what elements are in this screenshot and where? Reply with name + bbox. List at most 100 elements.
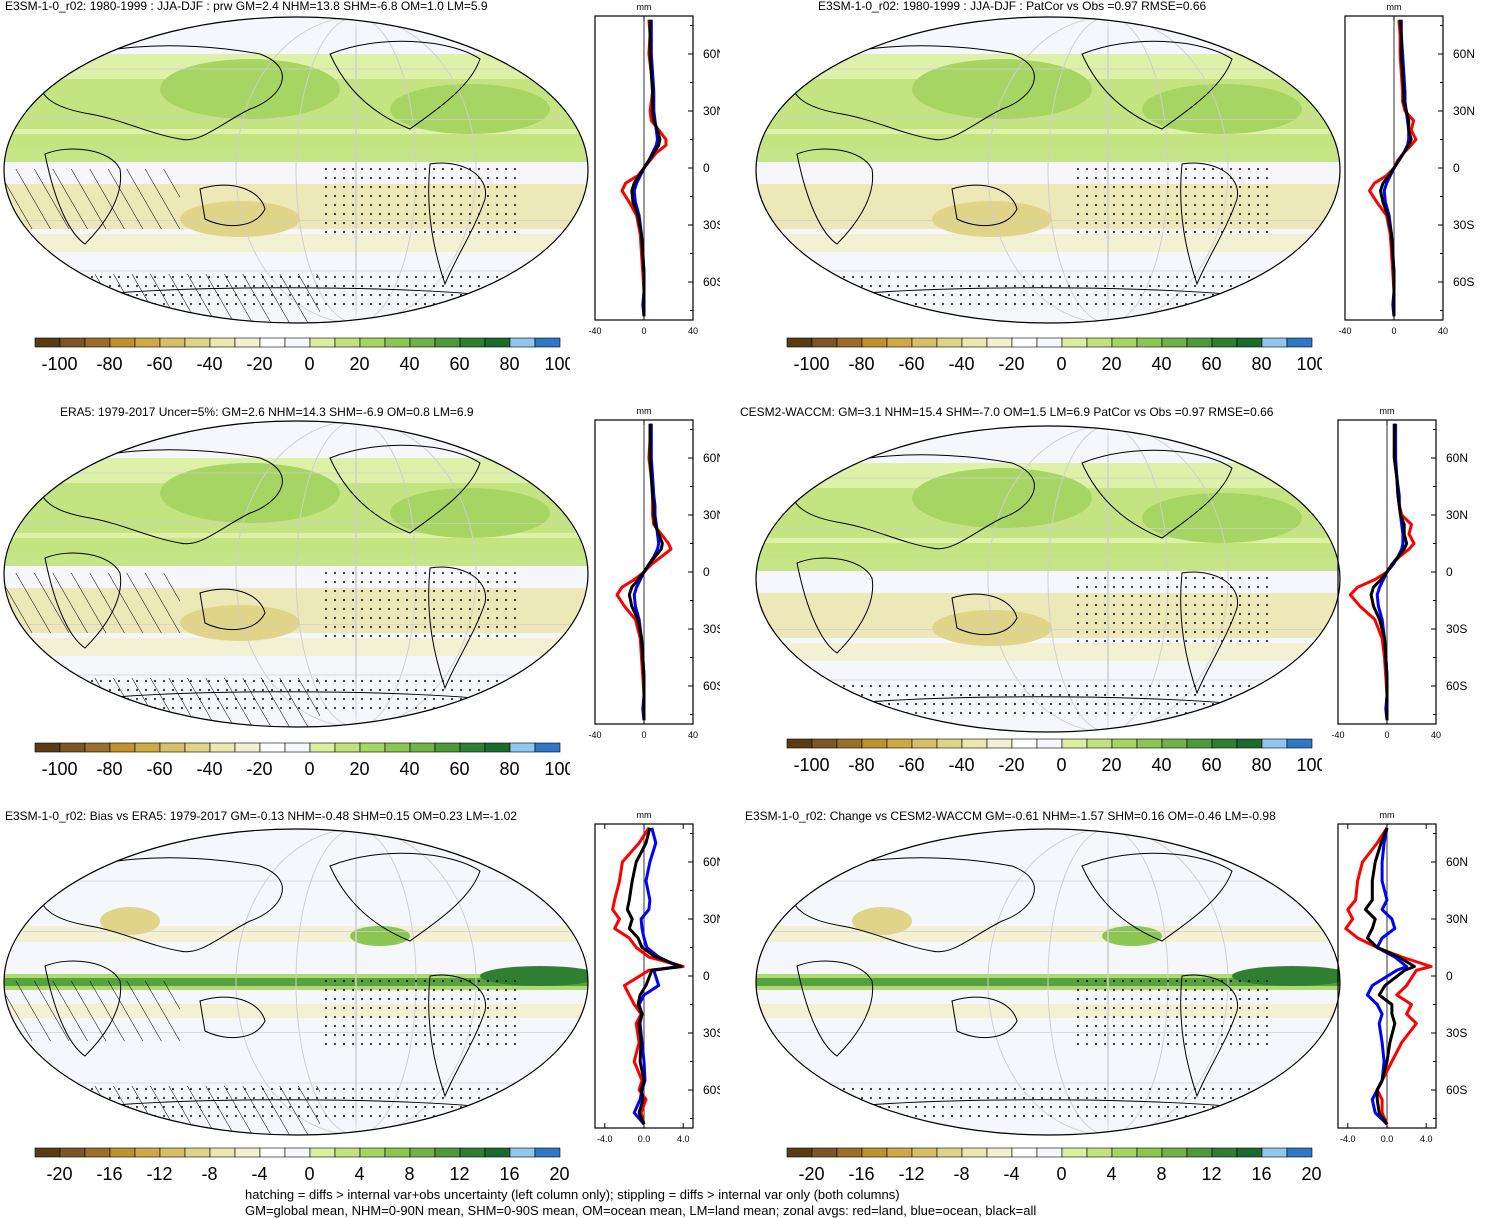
- y-tick-label: 30S: [703, 1026, 720, 1040]
- colorbar-box: [309, 337, 336, 348]
- colorbar-box: [1261, 738, 1288, 749]
- hatching: [40, 274, 320, 323]
- colorbar-tick-label: -20: [798, 1164, 824, 1184]
- y-tick-label: 60S: [1446, 679, 1467, 693]
- stippling: [320, 164, 520, 234]
- colorbar-box: [786, 337, 813, 348]
- y-tick-label: 60N: [703, 47, 720, 61]
- land-zonal-line: [1348, 423, 1416, 721]
- colorbar-box: [159, 337, 186, 348]
- colorbar-tick-label: 16: [499, 1164, 519, 1184]
- colorbar-tick-label: 40: [1151, 354, 1171, 374]
- colorbar-box: [1086, 738, 1113, 749]
- colorbar-box: [184, 337, 211, 348]
- hatching: [4, 981, 180, 1041]
- colorbar-tick-label: 20: [1101, 354, 1121, 374]
- y-tick-label: 60N: [1446, 855, 1468, 869]
- map-outline: [755, 828, 1341, 1136]
- colorbar-box: [886, 738, 913, 749]
- y-tick-label: 30N: [1446, 508, 1468, 522]
- colorbar-box: [59, 742, 86, 753]
- colorbar-tick-label: 0: [1056, 755, 1066, 775]
- field-band: [756, 926, 1340, 942]
- colorbar-box: [1236, 1147, 1263, 1158]
- colorbar-tick-label: -60: [898, 755, 924, 775]
- x-tick-label: 40: [688, 326, 698, 336]
- x-tick-label: 40: [688, 730, 698, 740]
- y-tick-label: 60N: [1453, 47, 1475, 61]
- colorbar-box: [1136, 738, 1163, 749]
- x-tick-label: 40: [1438, 326, 1448, 336]
- stippling: [1072, 573, 1272, 643]
- ocean-zonal-line: [632, 423, 661, 721]
- y-tick-label: 30N: [703, 104, 720, 118]
- field-blob: [350, 926, 410, 946]
- field-blob: [912, 59, 1092, 119]
- stippling: [320, 568, 520, 638]
- colorbar-tick-label: -12: [898, 1164, 924, 1184]
- colorbar-tick-label: 0: [1056, 354, 1066, 374]
- colorbar-box: [209, 1147, 236, 1158]
- colorbar-tick-label: -100: [793, 354, 829, 374]
- coastline: [951, 593, 1018, 636]
- x-tick-label: 0: [641, 730, 646, 740]
- unit-label: mm: [637, 406, 652, 416]
- colorbar-box: [1036, 1147, 1063, 1158]
- unit-label: mm: [1380, 810, 1395, 820]
- colorbar-tick-label: -100: [41, 354, 77, 374]
- colorbar-box: [1211, 337, 1238, 348]
- field-blob: [180, 201, 300, 237]
- panel-5-colorbar: -20 -16 -12 -8 -4 0 4 8 12 16 20: [34, 1147, 570, 1184]
- colorbar-box: [234, 337, 261, 348]
- field-blob: [100, 907, 160, 935]
- coastline: [38, 449, 283, 545]
- field-blob: [932, 610, 1052, 646]
- panel-3-zonal-plot: mm -40 0 40 60N 30N 0 30S 60S: [588, 406, 720, 740]
- colorbar-box: [359, 337, 386, 348]
- colorbar-tick-label: -4: [1003, 1164, 1019, 1184]
- all-zonal-line: [1369, 423, 1409, 721]
- panel-1-zonal-plot: mm -40 0 40 60N 30N 0 30S 60S: [588, 2, 720, 336]
- coastline: [796, 557, 874, 654]
- colorbar-box: [1261, 1147, 1288, 1158]
- coastline: [951, 996, 1018, 1039]
- colorbar-box: [1186, 1147, 1213, 1158]
- colorbar-box: [1036, 337, 1063, 348]
- colorbar-box: [836, 738, 863, 749]
- colorbar-box: [34, 1147, 61, 1158]
- colorbar-tick-label: 20: [1301, 1164, 1321, 1184]
- colorbar-box: [59, 337, 86, 348]
- colorbar-tick-label: 60: [1201, 354, 1221, 374]
- colorbar-box: [84, 337, 111, 348]
- colorbar-box: [836, 1147, 863, 1158]
- colorbar-box: [159, 742, 186, 753]
- colorbar-box: [309, 1147, 336, 1158]
- field-blob: [932, 201, 1052, 237]
- colorbar-tick-label: -40: [948, 755, 974, 775]
- colorbar-tick-label: -40: [196, 354, 222, 374]
- colorbar-tick-label: 20: [349, 759, 369, 779]
- map-outline: [755, 16, 1341, 324]
- colorbar-box: [159, 1147, 186, 1158]
- colorbar-tick-label: -20: [998, 755, 1024, 775]
- x-tick-label: 4.0: [1420, 1134, 1433, 1144]
- colorbar-box: [1161, 1147, 1188, 1158]
- colorbar-box: [1161, 738, 1188, 749]
- panel-3-map: [3, 420, 589, 728]
- x-tick-label: -40: [1331, 730, 1344, 740]
- colorbar-box: [484, 337, 511, 348]
- colorbar-tick-label: 20: [1101, 755, 1121, 775]
- coastline: [329, 852, 481, 942]
- colorbar-box: [184, 1147, 211, 1158]
- hatching: [4, 169, 180, 229]
- y-tick-label: 30S: [703, 622, 720, 636]
- panel-2-title: E3SM-1-0_r02: 1980-1999 : JJA-DJF : PatC…: [818, 0, 1207, 13]
- colorbar-box: [911, 337, 938, 348]
- field-band: [4, 234, 588, 252]
- y-tick-label: 30S: [1446, 1026, 1467, 1040]
- colorbar-box: [409, 742, 436, 753]
- colorbar-box: [861, 1147, 888, 1158]
- field-blob: [852, 907, 912, 935]
- colorbar-tick-label: -80: [96, 354, 122, 374]
- y-tick-label: 60S: [703, 275, 720, 289]
